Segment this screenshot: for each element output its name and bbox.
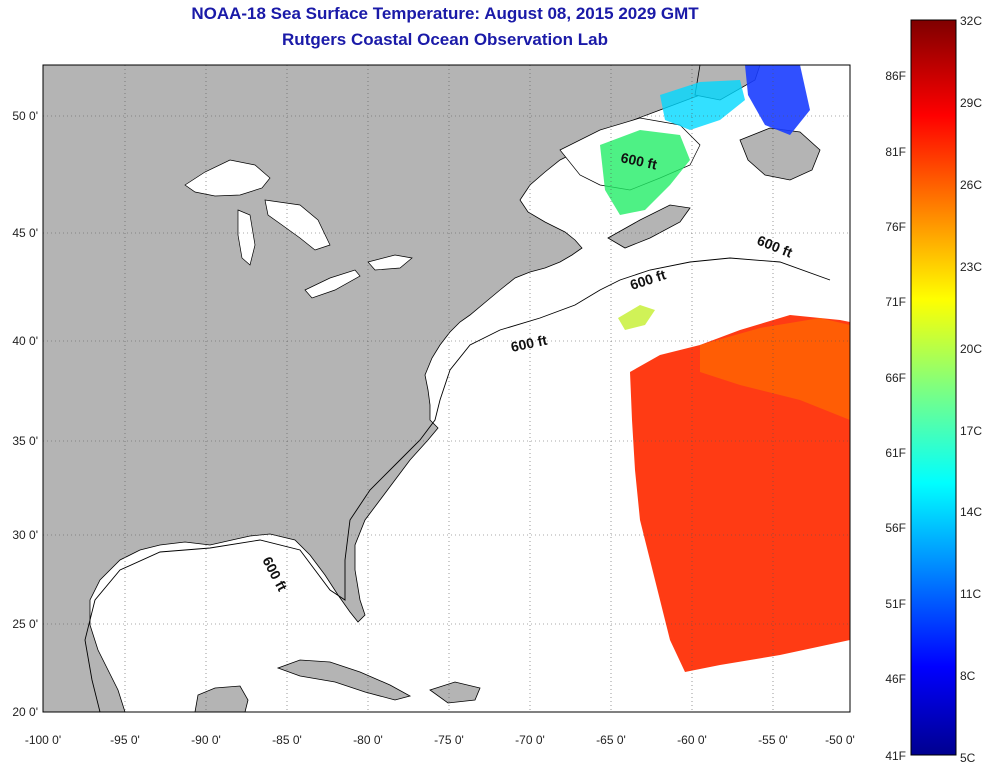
- lon-tick-label: -90 0': [191, 733, 221, 747]
- isobath-600ft: [84, 257, 831, 712]
- lake-ontario: [367, 254, 413, 271]
- nova-scotia-land: [607, 204, 691, 249]
- north-america-land: [43, 65, 741, 712]
- lake-erie: [304, 269, 361, 299]
- map-title: NOAA-18 Sea Surface Temperature: August …: [191, 4, 699, 23]
- fahrenheit-label: 71F: [885, 295, 906, 309]
- lon-tick-label: -70 0': [515, 733, 545, 747]
- lon-tick-label: -80 0': [353, 733, 383, 747]
- yucatan-land: [194, 685, 249, 712]
- graticule: [43, 65, 850, 712]
- map-frame: [42, 64, 851, 713]
- lon-tick-label: -75 0': [434, 733, 464, 747]
- fahrenheit-label: 61F: [885, 446, 906, 460]
- contour-label: 600 ft: [619, 149, 658, 172]
- celsius-label: 11C: [960, 587, 981, 601]
- celsius-label: 26C: [960, 178, 982, 192]
- lon-axis: -100 0' -95 0' -90 0' -85 0' -80 0' -75 …: [25, 733, 855, 747]
- fahrenheit-label: 76F: [885, 220, 906, 234]
- sst-orange-region: [700, 318, 850, 420]
- sst-blue-region: [745, 65, 810, 135]
- celsius-label: 17C: [960, 424, 982, 438]
- lon-tick-label: -55 0': [758, 733, 788, 747]
- lon-tick-label: -50 0': [825, 733, 855, 747]
- contour-label: 600 ft: [509, 332, 548, 355]
- lon-tick-label: -85 0': [272, 733, 302, 747]
- lat-axis: 50 0' 45 0' 40 0' 35 0' 30 0' 25 0' 20 0…: [12, 109, 38, 719]
- lake-huron: [264, 199, 331, 251]
- map-subtitle: Rutgers Coastal Ocean Observation Lab: [282, 30, 608, 49]
- celsius-label: 20C: [960, 342, 982, 356]
- fahrenheit-label: 51F: [885, 597, 906, 611]
- sst-cool-region: [600, 130, 690, 215]
- lon-tick-label: -100 0': [25, 733, 61, 747]
- lat-tick-label: 40 0': [12, 334, 38, 348]
- fahrenheit-label: 81F: [885, 145, 906, 159]
- lake-superior: [184, 159, 271, 197]
- lat-tick-label: 30 0': [12, 528, 38, 542]
- sst-yellow-patch: [618, 305, 655, 330]
- fahrenheit-label: 66F: [885, 371, 906, 385]
- fahrenheit-label: 56F: [885, 521, 906, 535]
- celsius-label: 14C: [960, 505, 982, 519]
- lat-tick-label: 25 0': [12, 617, 38, 631]
- sst-cyan-region: [660, 80, 745, 130]
- lat-tick-label: 35 0': [12, 434, 38, 448]
- celsius-label: 23C: [960, 260, 982, 274]
- lon-tick-label: -95 0': [110, 733, 140, 747]
- fahrenheit-label: 41F: [885, 749, 906, 763]
- lake-michigan: [237, 209, 256, 266]
- celsius-label: 29C: [960, 96, 982, 110]
- celsius-label: 32C: [960, 14, 982, 28]
- lon-tick-label: -65 0': [596, 733, 626, 747]
- colorbar: [910, 19, 957, 756]
- fahrenheit-label: 46F: [885, 672, 906, 686]
- hispaniola-land: [429, 681, 481, 704]
- celsius-label: 5C: [960, 751, 976, 765]
- lat-tick-label: 50 0': [12, 109, 38, 123]
- cuba-land: [276, 659, 412, 701]
- celsius-label: 8C: [960, 669, 976, 683]
- sst-warm-region: [630, 315, 850, 672]
- lat-tick-label: 20 0': [12, 705, 38, 719]
- lat-tick-label: 45 0': [12, 226, 38, 240]
- colorbar-fahrenheit-labels: 86F 81F 76F 71F 66F 61F 56F 51F 46F 41F: [885, 69, 906, 763]
- fahrenheit-label: 86F: [885, 69, 906, 83]
- lon-tick-label: -60 0': [677, 733, 707, 747]
- colorbar-celsius-labels: 32C 29C 26C 23C 20C 17C 14C 11C 8C 5C: [960, 14, 982, 765]
